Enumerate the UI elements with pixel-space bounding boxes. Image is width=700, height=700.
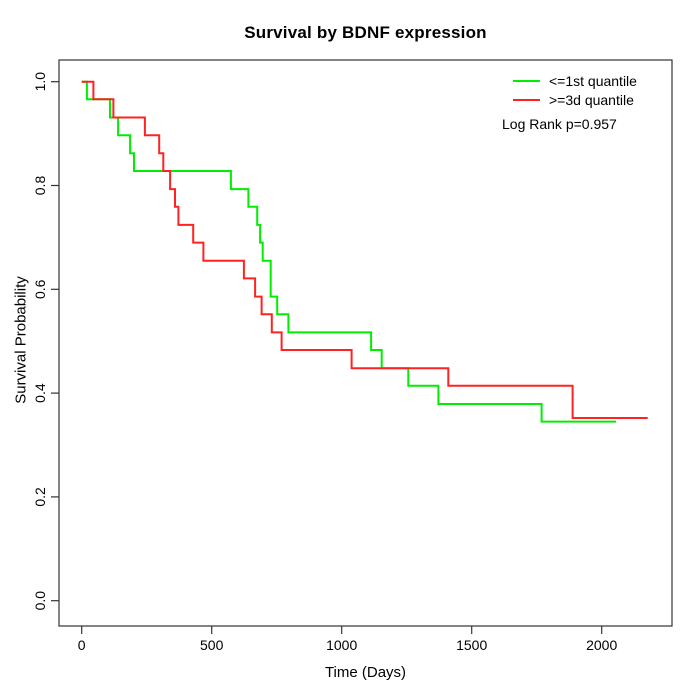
y-tick-label: 0.6 xyxy=(32,279,48,299)
legend: <=1st quantile >=3d quantile Log Rank p=… xyxy=(502,71,637,133)
legend-label-low: <=1st quantile xyxy=(549,72,637,89)
x-tick-label: 500 xyxy=(200,637,224,653)
y-tick-label: 0.4 xyxy=(32,383,48,403)
y-tick-label: 0.0 xyxy=(32,591,48,611)
legend-item-low-expression: <=1st quantile xyxy=(502,71,637,90)
x-axis-label: Time (Days) xyxy=(324,664,407,681)
y-tick-label: 0.8 xyxy=(32,176,48,196)
legend-label-high: >=3d quantile xyxy=(549,91,634,108)
survival-curve-high-expression xyxy=(81,80,648,419)
survival-curve-low-expression xyxy=(81,80,616,423)
log-rank-pvalue: Log Rank p=0.957 xyxy=(502,116,617,132)
red-line-swatch xyxy=(513,98,540,101)
x-tick-label: 1500 xyxy=(456,637,487,653)
x-tick-label: 1000 xyxy=(326,637,357,653)
chart-title: Survival by BDNF expression xyxy=(244,23,487,42)
legend-item-high-expression: >=3d quantile xyxy=(502,90,637,109)
x-tick-label: 2000 xyxy=(586,637,617,653)
plot-frame xyxy=(58,59,673,627)
x-tick-label: 0 xyxy=(78,637,86,653)
y-axis-label: Survival Probability xyxy=(12,276,30,404)
y-tick-label: 0.2 xyxy=(32,487,48,507)
y-tick-label: 1.0 xyxy=(32,72,48,92)
green-line-swatch xyxy=(513,79,540,82)
